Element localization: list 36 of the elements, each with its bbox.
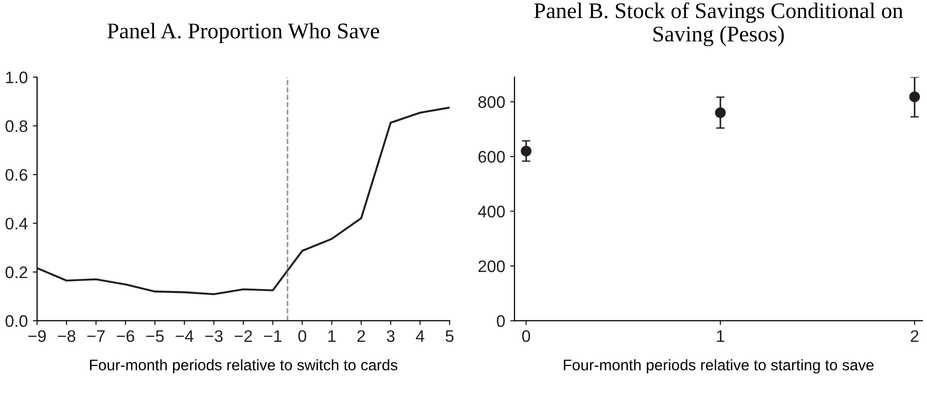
x-tick-label: −6 <box>116 330 134 342</box>
x-axis-title: Four-month periods relative to starting to save <box>564 359 874 374</box>
y-tick-label: 0 <box>496 315 505 327</box>
x-tick-label: 0 <box>298 330 306 342</box>
x-tick-label: −3 <box>205 330 223 342</box>
x-tick-label: 0 <box>522 330 530 342</box>
x-tick-label: −5 <box>146 330 164 342</box>
chart-title: Panel A. Proportion Who Save <box>107 22 380 43</box>
x-tick-label: −1 <box>264 330 282 342</box>
y-tick-label: 600 <box>478 150 505 163</box>
y-tick-label: 0.4 <box>6 218 28 230</box>
y-tick-label: 0.6 <box>6 168 28 181</box>
chart-title: Panel B. Stock of Savings Conditional on Saving (Pesos) <box>534 2 903 46</box>
y-tick-label: 400 <box>478 206 505 218</box>
y-tick-label: 800 <box>478 96 505 108</box>
x-tick-label: 1 <box>717 330 724 342</box>
x-tick-label: −8 <box>58 330 76 342</box>
y-tick-label: 200 <box>478 260 505 272</box>
y-tick-label: 0.0 <box>6 315 28 327</box>
point <box>715 107 726 118</box>
x-tick-label: −7 <box>87 330 105 342</box>
x-tick-label: −9 <box>28 330 46 342</box>
y-tick-label: 0.2 <box>6 266 28 278</box>
x-tick-label: 3 <box>386 330 395 342</box>
point <box>909 91 920 102</box>
point <box>520 146 532 156</box>
x-tick-label: 2 <box>910 330 918 342</box>
x-tick-label: 1 <box>328 330 336 342</box>
y-tick-label: 0.8 <box>6 120 28 132</box>
y-tick-label: 1.0 <box>6 72 28 84</box>
x-tick-label: −2 <box>234 330 252 342</box>
x-tick-label: −4 <box>176 330 194 342</box>
x-tick-label: 4 <box>416 330 424 342</box>
x-axis-title: Four-month periods relative to switch to cards <box>90 359 398 374</box>
x-tick-label: 5 <box>446 330 454 342</box>
x-tick-label: 2 <box>357 330 365 342</box>
